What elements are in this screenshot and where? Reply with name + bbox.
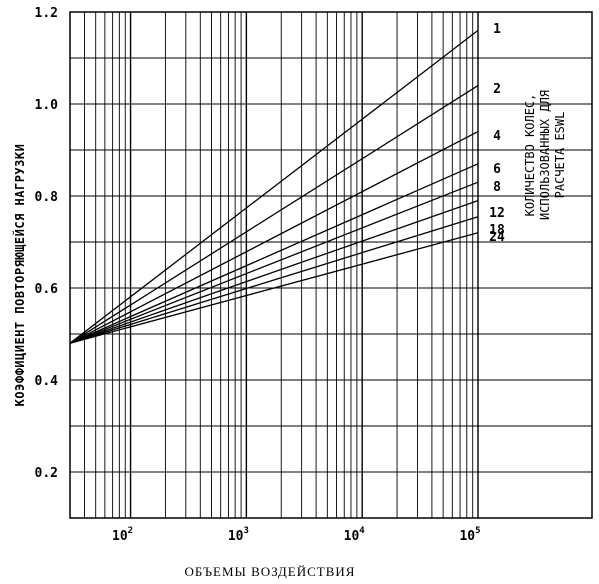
x-tick-label: 103	[228, 526, 249, 544]
y-tick-labels: 0.2 0.4 0.6 0.8 1.0 1.2	[35, 6, 59, 481]
y-tick-label: 0.6	[35, 282, 59, 297]
series-label-1: 1	[493, 22, 501, 37]
series-label-2: 2	[493, 82, 501, 97]
vertical-gridlines	[69, 12, 479, 518]
y-tick-label: 1.2	[35, 6, 58, 21]
series-label-6: 6	[493, 162, 501, 177]
y-tick-label: 0.4	[35, 374, 59, 389]
horizontal-gridlines	[70, 57, 592, 473]
legend-title-line-3: РАСЧЕТА ESWL	[553, 112, 567, 199]
x-tick-label: 104	[344, 526, 366, 544]
series-line-6	[69, 163, 479, 344]
y-axis-label: КОЭФФИЦИЕНТ ПОВТОРЯЮЩЕЙСЯ НАГРУЗКИ	[12, 144, 27, 407]
y-tick-label: 1.0	[35, 98, 59, 113]
series-label-18: 18	[489, 223, 505, 238]
series-line-2	[69, 85, 479, 344]
y-tick-label: 0.2	[35, 466, 58, 481]
x-axis-label: ОБЪЕМЫ ВОЗДЕЙСТВИЯ	[185, 564, 356, 579]
series-line-1	[69, 29, 479, 344]
series-label-12: 12	[489, 206, 505, 221]
series-lines	[69, 29, 479, 344]
legend-title-line-2: ИСПОЛЬЗОВАННЫХ ДЛЯ	[538, 90, 552, 220]
x-tick-labels: 102 103 104 105	[112, 526, 481, 544]
x-tick-label: 105	[459, 526, 480, 544]
series-label-4: 4	[493, 129, 501, 144]
series-line-18	[69, 216, 479, 344]
series-line-12	[69, 199, 479, 344]
y-tick-label: 0.8	[35, 190, 59, 205]
legend-title: КОЛИЧЕСТВО КОЛЕС, ИСПОЛЬЗОВАННЫХ ДЛЯ РАС…	[523, 90, 567, 220]
plot-frame	[69, 11, 593, 519]
series-line-24	[69, 232, 479, 344]
x-tick-label: 102	[112, 526, 133, 544]
series-line-8	[69, 181, 479, 344]
legend-title-line-1: КОЛИЧЕСТВО КОЛЕС,	[523, 94, 537, 217]
series-label-8: 8	[493, 180, 501, 195]
series-label-24: 24	[489, 230, 505, 245]
series-line-4	[69, 131, 479, 344]
